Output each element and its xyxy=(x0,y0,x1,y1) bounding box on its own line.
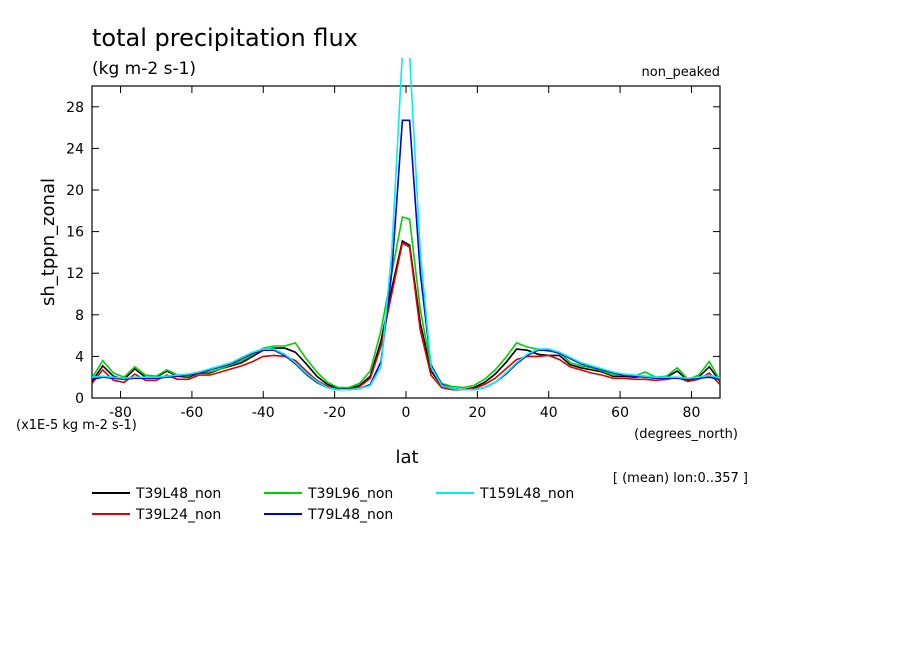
y-tick-label: 8 xyxy=(75,308,84,324)
x-tick-label: 40 xyxy=(540,405,558,421)
legend-label: T39L24_non xyxy=(135,507,221,523)
legend-label: T39L96_non xyxy=(307,486,393,502)
y-tick-label: 4 xyxy=(75,349,84,365)
legend: T39L48_non T39L24_non T39L96_non T79L48_non… xyxy=(92,486,574,523)
chart-annotation: non_peaked xyxy=(642,65,720,80)
series-line-T39L48_non xyxy=(92,239,721,391)
series-line-T39L24_non xyxy=(92,241,721,391)
y-tick-label: 16 xyxy=(66,225,84,241)
legend-label: T79L48_non xyxy=(307,507,393,523)
legend-label: T159L48_non xyxy=(479,486,574,502)
x-axis-units: (degrees_north) xyxy=(634,427,738,442)
series-layer xyxy=(92,58,721,391)
x-tick-label: -40 xyxy=(252,405,275,421)
x-tick-label: -60 xyxy=(180,405,203,421)
series-line-T79L48_non xyxy=(92,119,721,391)
chart-title: total precipitation flux xyxy=(92,24,358,52)
plot-area: -80 -60 -40 -20 0 20 40 60 80 0 4 8 12 16 20 24 28 xyxy=(66,58,721,421)
y-tick-label: 28 xyxy=(66,100,84,116)
x-tick-label: 20 xyxy=(468,405,486,421)
x-tick-label: 0 xyxy=(402,405,411,421)
y-tick-label: 24 xyxy=(66,141,84,157)
tick-layer: -80 -60 -40 -20 0 20 40 60 80 0 4 8 12 16 20 24 28 xyxy=(66,86,720,421)
x-axis-label: lat xyxy=(395,447,418,468)
y-tick-label: 12 xyxy=(66,266,84,282)
y-axis-units: (x1E-5 kg m-2 s-1) xyxy=(16,418,137,433)
chart-subtitle: (kg m-2 s-1) xyxy=(92,59,196,79)
y-tick-label: 0 xyxy=(75,391,84,407)
y-axis-label: sh_tppn_zonal xyxy=(38,178,59,306)
y-tick-label: 20 xyxy=(66,183,84,199)
x-tick-label: -20 xyxy=(323,405,346,421)
chart-footnote: [ (mean) lon:0..357 ] xyxy=(613,471,748,486)
legend-label: T39L48_non xyxy=(135,486,221,502)
x-tick-label: 80 xyxy=(683,405,701,421)
series-line-T159L48_non xyxy=(92,58,721,391)
plot-frame xyxy=(91,85,721,399)
x-tick-label: 60 xyxy=(611,405,629,421)
x-tick-label: -80 xyxy=(109,405,132,421)
